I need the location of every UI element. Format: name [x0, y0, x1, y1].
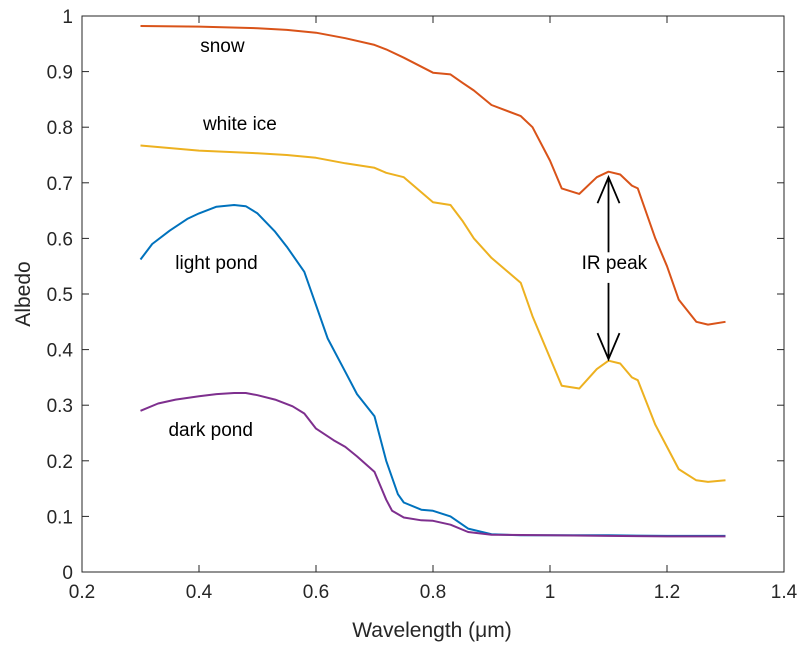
y-tick-label: 0.2 — [47, 452, 73, 473]
y-tick-label: 0.9 — [47, 63, 73, 84]
y-tick-label: 0.8 — [47, 118, 73, 139]
x-tick-label: 0.4 — [186, 582, 213, 603]
annotation-label: IR peak — [582, 253, 648, 274]
annotation-label: snow — [200, 36, 245, 57]
x-axis-label: Wavelength (μm) — [352, 619, 512, 642]
y-tick-label: 0 — [62, 563, 73, 584]
x-tick-label: 0.8 — [420, 582, 446, 603]
annotation-label: white ice — [202, 114, 277, 135]
y-tick-label: 0.4 — [47, 341, 74, 362]
annotation-label: light pond — [175, 253, 257, 274]
series-line-white-ice — [140, 144, 726, 483]
y-tick-label: 0.1 — [47, 507, 73, 528]
annotation-arrowhead — [596, 174, 621, 204]
annotation-arrowhead — [596, 332, 621, 362]
series-layer — [139, 25, 726, 538]
series-line-dark-pond — [140, 392, 726, 538]
y-tick-label: 1 — [62, 7, 73, 28]
y-tick-label: 0.7 — [47, 174, 73, 195]
tick-layer: 0.2 0.4 0.6 0.8 1 1.2 1.4 0 0.1 0.2 0.3 0.4 0.5 0.6 0.… — [47, 7, 798, 603]
annotation-label: dark pond — [168, 420, 253, 441]
annotation-layer: snow white ice light pond dark pond IR peak — [168, 36, 647, 441]
y-tick-label: 0.3 — [47, 396, 73, 417]
x-tick-label: 0.2 — [69, 582, 95, 603]
x-tick-label: 1 — [545, 582, 556, 603]
y-tick-label: 0.5 — [47, 285, 73, 306]
x-tick-label: 0.6 — [303, 582, 329, 603]
series-line-snow — [140, 25, 726, 326]
x-tick-label: 1.2 — [654, 582, 680, 603]
y-axis-label: Albedo — [12, 261, 35, 326]
y-tick-label: 0.6 — [47, 229, 73, 250]
x-tick-label: 1.4 — [771, 582, 798, 603]
